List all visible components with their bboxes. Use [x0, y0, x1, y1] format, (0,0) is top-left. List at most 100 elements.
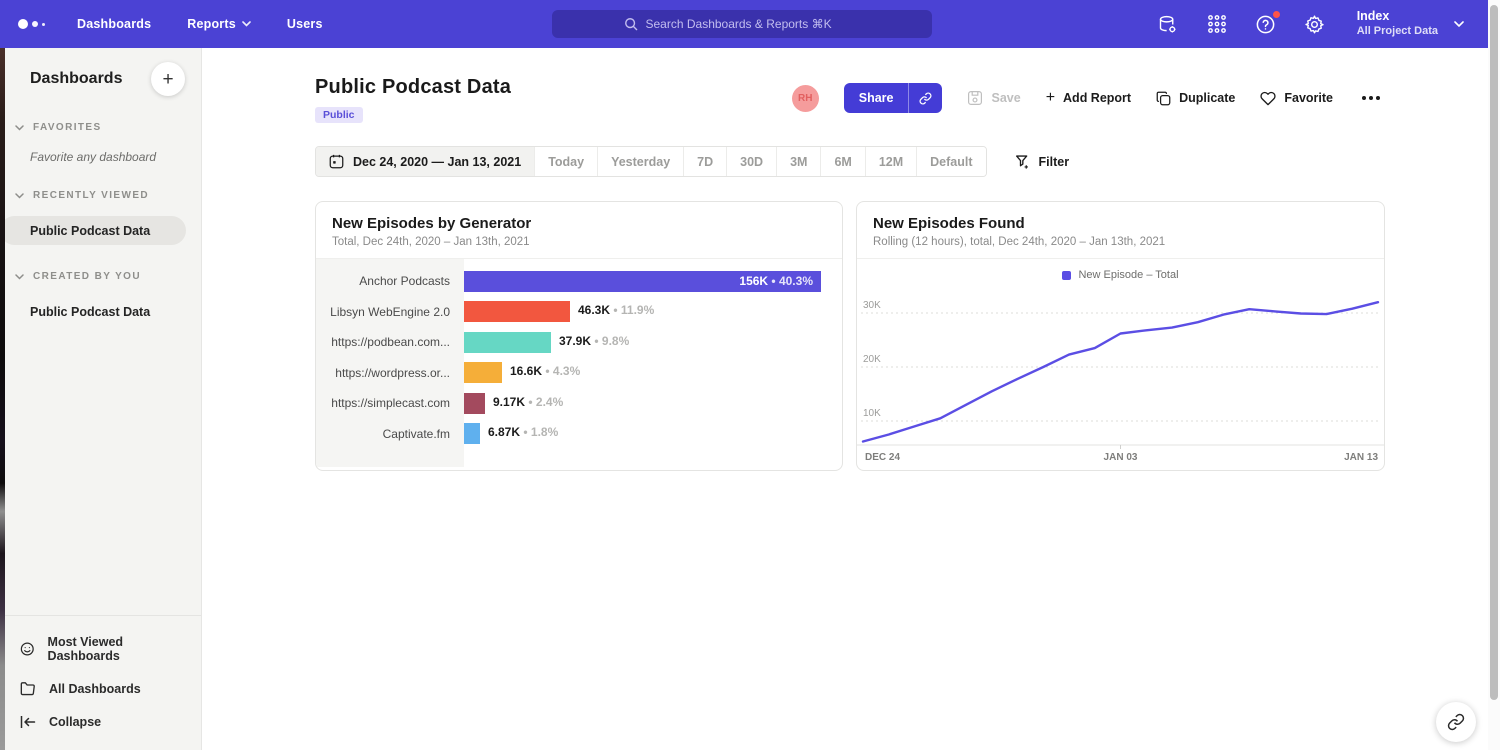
global-search[interactable] — [552, 10, 932, 38]
data-connections-icon[interactable] — [1157, 13, 1179, 35]
most-viewed-dashboards-button[interactable]: Most Viewed Dashboards — [0, 626, 201, 672]
legend-label: New Episode – Total — [1078, 269, 1178, 281]
favorite-label: Favorite — [1284, 91, 1333, 105]
add-report-label: Add Report — [1063, 91, 1131, 105]
preset-30d[interactable]: 30D — [726, 147, 776, 176]
most-viewed-dashboards-label: Most Viewed Dashboards — [48, 635, 185, 663]
folder-icon — [20, 681, 36, 697]
filter-funnel-icon — [1015, 154, 1030, 169]
bar-value: 46.3K • 11.9% — [578, 303, 654, 317]
scrollbar-thumb[interactable] — [1490, 5, 1498, 700]
bar-category-label: https://wordpress.or... — [316, 366, 464, 380]
nav-dashboards[interactable]: Dashboards — [77, 17, 151, 31]
share-split-button: Share — [844, 83, 943, 113]
share-link-button[interactable] — [908, 83, 942, 113]
favorites-empty-hint: Favorite any dashboard — [30, 150, 201, 164]
bar-track: 6.87K • 1.8% — [464, 423, 842, 444]
bar-track: 156K • 40.3% — [464, 271, 842, 292]
heart-icon — [1260, 91, 1276, 106]
search-input[interactable] — [646, 17, 861, 31]
share-button[interactable]: Share — [844, 83, 909, 113]
chevron-down-icon — [15, 125, 24, 131]
preset-3m[interactable]: 3M — [776, 147, 820, 176]
y-axis-tick-label: 10K — [863, 408, 881, 419]
favorite-button[interactable]: Favorite — [1260, 91, 1333, 106]
page-title: Public Podcast Data — [315, 76, 511, 99]
duplicate-button[interactable]: Duplicate — [1156, 91, 1235, 106]
bar-chart-subtitle: Total, Dec 24th, 2020 – Jan 13th, 2021 — [332, 236, 826, 248]
y-axis-tick-label: 30K — [863, 300, 881, 311]
bar[interactable] — [464, 362, 502, 383]
line-chart[interactable]: 10K20K30KDEC 24JAN 03JAN 13 — [857, 288, 1384, 464]
bar[interactable] — [464, 332, 551, 353]
collapse-sidebar-button[interactable]: Collapse — [0, 706, 201, 738]
bar-category-label: https://podbean.com... — [316, 335, 464, 349]
section-recently-viewed-label: RECENTLY VIEWED — [33, 190, 149, 201]
calendar-icon — [329, 154, 344, 169]
bar[interactable]: 156K • 40.3% — [464, 271, 821, 292]
plus-icon: + — [1046, 90, 1055, 106]
link-icon — [1447, 713, 1465, 731]
section-recently-viewed[interactable]: RECENTLY VIEWED — [0, 190, 201, 201]
card-new-episodes-found: New Episodes Found Rolling (12 hours), t… — [856, 201, 1385, 471]
sidebar: Dashboards + FAVORITES Favorite any dash… — [0, 48, 202, 750]
date-range-label: Dec 24, 2020 — Jan 13, 2021 — [353, 155, 521, 169]
bar[interactable] — [464, 393, 485, 414]
settings-icon[interactable] — [1304, 13, 1326, 35]
x-axis-tick-label: DEC 24 — [865, 452, 900, 463]
search-icon — [624, 17, 638, 31]
bar-track: 46.3K • 11.9% — [464, 301, 842, 322]
apps-grid-icon[interactable] — [1206, 13, 1228, 35]
main-content: Public Podcast Data Public RH Share Save… — [202, 48, 1488, 750]
smiley-icon — [20, 641, 35, 657]
section-favorites-label: FAVORITES — [33, 122, 102, 133]
link-icon — [919, 92, 932, 105]
help-icon[interactable] — [1255, 13, 1277, 35]
duplicate-label: Duplicate — [1179, 91, 1235, 105]
nav-reports-label: Reports — [187, 17, 236, 31]
avatar[interactable]: RH — [792, 85, 819, 112]
bar-row: https://podbean.com... 37.9K • 9.8% — [316, 327, 842, 358]
workspace-switcher[interactable]: Index All Project Data — [1357, 9, 1464, 38]
preset-yesterday[interactable]: Yesterday — [597, 147, 683, 176]
add-report-button[interactable]: + Add Report — [1046, 90, 1131, 106]
preset-6m[interactable]: 6M — [820, 147, 864, 176]
chevron-down-icon — [242, 21, 251, 27]
bar-value: 37.9K • 9.8% — [559, 334, 629, 348]
bar[interactable] — [464, 301, 570, 322]
bar-row: Captivate.fm6.87K • 1.8% — [316, 419, 842, 450]
preset-7d[interactable]: 7D — [683, 147, 726, 176]
card-new-episodes-by-generator: New Episodes by Generator Total, Dec 24t… — [315, 201, 843, 471]
filter-button[interactable]: Filter — [1015, 154, 1070, 169]
section-created-by-you[interactable]: CREATED BY YOU — [0, 271, 201, 282]
bar-track: 16.6K • 4.3% — [464, 362, 842, 383]
preset-12m[interactable]: 12M — [865, 147, 916, 176]
bar-row: Anchor Podcasts156K • 40.3% — [316, 266, 842, 297]
workspace-scope: All Project Data — [1357, 25, 1438, 39]
bar[interactable] — [464, 423, 480, 444]
topbar-right-controls: Index All Project Data — [1157, 9, 1470, 38]
nav-users[interactable]: Users — [287, 17, 323, 31]
page-scrollbar — [1488, 0, 1500, 750]
nav-dashboards-label: Dashboards — [77, 17, 151, 31]
preset-today[interactable]: Today — [534, 147, 597, 176]
more-actions-button[interactable] — [1358, 92, 1384, 104]
bar-value: 16.6K • 4.3% — [510, 364, 580, 378]
all-dashboards-button[interactable]: All Dashboards — [0, 672, 201, 706]
app-logo[interactable] — [18, 19, 45, 29]
add-dashboard-button[interactable]: + — [151, 62, 185, 96]
line-series-new-episode-total[interactable] — [863, 302, 1378, 441]
workspace-name: Index — [1357, 9, 1438, 25]
preset-default[interactable]: Default — [916, 147, 985, 176]
nav-reports[interactable]: Reports — [187, 17, 251, 31]
bar-row: https://wordpress.or... 16.6K • 4.3% — [316, 358, 842, 389]
sidebar-item-public-podcast-data-created[interactable]: Public Podcast Data — [0, 297, 201, 326]
save-button[interactable]: Save — [967, 90, 1020, 106]
section-favorites[interactable]: FAVORITES — [0, 122, 201, 133]
date-range-picker[interactable]: Dec 24, 2020 — Jan 13, 2021 — [316, 147, 534, 176]
share-link-fab[interactable] — [1436, 702, 1476, 742]
line-chart-title: New Episodes Found — [873, 215, 1368, 232]
sidebar-item-public-podcast-data-recent[interactable]: Public Podcast Data — [0, 216, 186, 245]
top-bar: Dashboards Reports Users Index — [0, 0, 1488, 48]
y-axis-tick-label: 20K — [863, 354, 881, 365]
